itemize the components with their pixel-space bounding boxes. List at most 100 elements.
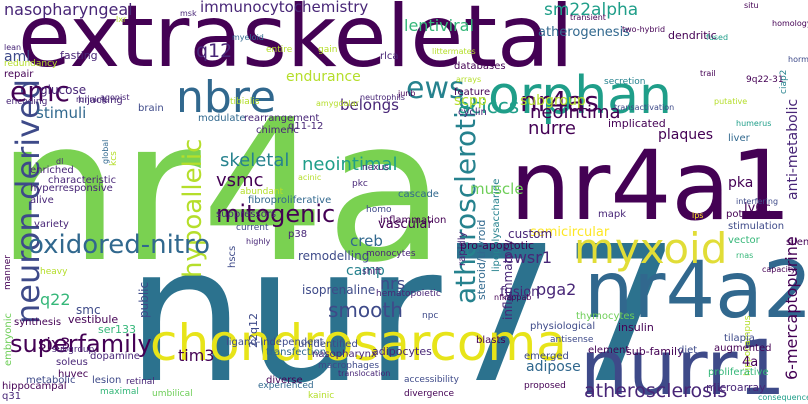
- word: databases: [454, 61, 506, 72]
- word: amygdalar: [316, 99, 359, 108]
- word: 4a: [742, 355, 759, 370]
- word: neointimal: [302, 154, 398, 175]
- word: gain: [318, 45, 338, 55]
- word: proliferative: [708, 367, 769, 378]
- word: nexus: [362, 163, 389, 173]
- word: skeletal: [220, 150, 290, 171]
- word: nasopharynx: [312, 349, 377, 360]
- word: lesion: [92, 375, 122, 386]
- word: six3: [38, 334, 71, 353]
- word: pro-apoptotic: [460, 239, 535, 252]
- word: modulate: [198, 113, 246, 124]
- word: vascular: [378, 217, 433, 232]
- word: accessibility: [404, 375, 459, 385]
- word: steroid/thyroid: [475, 219, 488, 300]
- word: potent: [726, 209, 759, 220]
- word: unidentified: [298, 339, 358, 350]
- word: soleus: [56, 357, 88, 368]
- word: divergence: [404, 389, 455, 399]
- word: adipocytes: [372, 345, 432, 358]
- word: myeloid: [232, 33, 264, 42]
- word: tim3: [178, 346, 215, 365]
- word: nrs: [380, 274, 406, 293]
- word: mapk: [598, 209, 627, 220]
- word: trail: [700, 69, 716, 78]
- word: rearrangement: [244, 113, 320, 124]
- word: silenced: [786, 237, 808, 248]
- word: remodelling: [298, 249, 370, 263]
- word: hippocampal: [2, 381, 67, 392]
- word: encoding: [6, 97, 48, 107]
- word: muscle: [470, 180, 524, 198]
- word: variety: [34, 219, 69, 230]
- word: littermates: [432, 47, 476, 56]
- word: nr4as: [520, 85, 599, 118]
- word: msk: [180, 9, 197, 18]
- word: acinic: [298, 173, 322, 182]
- word: belongs: [340, 96, 399, 114]
- word: pka: [728, 175, 754, 191]
- word: putative: [714, 97, 748, 106]
- word: chondrosarcoma: [150, 314, 567, 372]
- word: transactivation: [614, 103, 675, 112]
- word: insulin: [618, 321, 654, 334]
- word: chimeric: [256, 125, 299, 136]
- word: physiological: [530, 321, 596, 332]
- word: fusion: [500, 285, 540, 300]
- word: maximal: [100, 387, 139, 397]
- word: aml: [4, 49, 31, 65]
- word: extraskeletal: [18, 0, 574, 87]
- word: pga2: [536, 280, 577, 299]
- word: dopamine: [90, 351, 140, 362]
- word: huvec: [58, 369, 89, 380]
- word: suppressors: [216, 209, 277, 220]
- word: cyclin: [458, 107, 487, 118]
- word: nur77: [126, 206, 681, 404]
- word: emc: [10, 75, 70, 108]
- word: hyperresponsive: [30, 183, 113, 194]
- word: diet: [678, 345, 698, 356]
- word: 9q22-31: [746, 75, 784, 85]
- word: ewsr1: [504, 248, 553, 267]
- word: superfamily: [10, 330, 152, 358]
- word: entire: [266, 45, 293, 55]
- word: agonist: [100, 93, 130, 102]
- word: transfection: [266, 347, 327, 358]
- word: alive: [30, 195, 54, 206]
- word: mitogenic: [216, 200, 336, 228]
- word: current: [236, 223, 269, 233]
- word: kainic: [308, 391, 335, 401]
- word: atherogenesis: [538, 25, 630, 40]
- word: vestibule: [68, 313, 119, 326]
- word: q12: [196, 40, 233, 62]
- word: homo: [366, 205, 392, 215]
- word: ligand-independent: [226, 337, 324, 348]
- word: enriched: [30, 165, 74, 176]
- word: dl: [56, 157, 64, 166]
- word: vsmc: [216, 170, 264, 191]
- word: abundant: [240, 187, 284, 197]
- word: brain: [138, 103, 164, 114]
- word: inflammation: [380, 215, 447, 226]
- word: hijacking: [78, 95, 123, 106]
- word: implicated: [608, 117, 666, 130]
- word: nfkappab: [494, 293, 532, 302]
- word: semicircular: [530, 225, 610, 240]
- word: hematopoietic: [376, 289, 441, 299]
- word: fused: [706, 33, 729, 42]
- word: fasting: [60, 49, 98, 62]
- word: pkc: [352, 179, 368, 189]
- word: hscs: [227, 245, 238, 268]
- word: feature: [454, 87, 491, 98]
- word: camp: [346, 263, 385, 279]
- word: nasopharyngeal: [4, 0, 133, 19]
- word: custom: [508, 227, 553, 241]
- word: rlca: [380, 51, 399, 62]
- word: isoprenaline: [302, 283, 376, 297]
- word: homology: [772, 19, 808, 28]
- word: stimuli: [36, 104, 87, 122]
- word: subgroup: [52, 345, 95, 355]
- word: characteristic: [48, 175, 117, 186]
- word: tilapia: [724, 333, 755, 344]
